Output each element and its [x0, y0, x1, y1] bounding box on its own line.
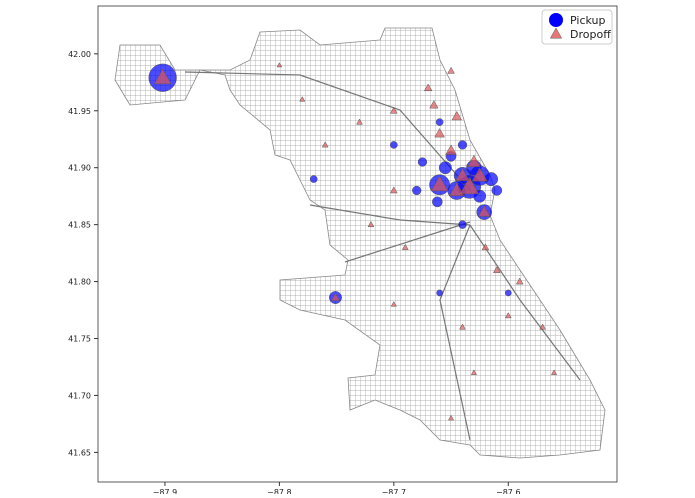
dropoff-marker [401, 243, 409, 250]
dropoff-marker [451, 110, 463, 121]
dropoff-marker [429, 100, 439, 109]
dropoff-marker [477, 205, 491, 217]
x-tick-label: −87.6 [496, 488, 521, 494]
pickup-marker [435, 118, 444, 126]
legend-label: Pickup [570, 14, 605, 27]
dropoff-marker [276, 62, 283, 68]
pickup-marker [457, 140, 468, 150]
dropoff-marker [330, 292, 341, 301]
dropoff-marker [550, 369, 558, 375]
legend-label: Dropoff [570, 28, 611, 41]
y-tick-label: 41.95 [68, 107, 91, 116]
x-tick-label: −87.9 [153, 488, 178, 494]
dropoff-marker [539, 323, 546, 330]
dropoff-marker [423, 83, 433, 92]
y-tick-label: 42.00 [68, 50, 91, 59]
dropoff-marker [515, 277, 524, 285]
dropoff-marker [299, 96, 306, 102]
dropoff-marker [447, 66, 455, 74]
dropoff-marker [455, 168, 470, 181]
dropoff-marker [390, 106, 398, 114]
pickup-marker [412, 185, 422, 196]
legend-marker [549, 27, 563, 39]
pickup-marker [484, 172, 499, 187]
dropoff-marker [449, 182, 465, 197]
pickup-marker [436, 289, 443, 297]
pickup-marker [309, 175, 318, 183]
dropoff-marker [321, 141, 329, 148]
street-network [114, 27, 606, 459]
pickup-marker [390, 141, 398, 149]
dropoff-marker [434, 127, 445, 138]
pickup-marker [417, 157, 428, 167]
dropoff-marker [430, 175, 449, 192]
dropoff-marker [467, 154, 481, 167]
dropoff-marker [445, 144, 457, 155]
pickup-marker [438, 161, 452, 175]
pickup-marker [504, 289, 512, 297]
pickup-marker [432, 196, 443, 208]
pickup-marker [491, 185, 503, 196]
y-tick-label: 41.90 [68, 164, 91, 173]
arterial-roads [184, 71, 581, 441]
dropoff-marker [367, 221, 375, 228]
y-tick-label: 41.85 [68, 221, 91, 230]
pickup-marker [458, 220, 467, 229]
y-tick-label: 41.75 [68, 335, 91, 344]
y-tick-label: 41.80 [68, 278, 91, 287]
dropoff-marker [504, 312, 512, 319]
dropoff-marker [356, 118, 363, 125]
dropoff-marker [481, 243, 490, 251]
dropoff-marker [390, 301, 397, 307]
y-tick-label: 41.65 [68, 448, 91, 457]
dropoff-marker [459, 323, 466, 330]
dropoff-marker [470, 369, 478, 375]
legend-marker [549, 13, 563, 27]
dropoff-marker [493, 266, 501, 273]
dropoff-marker [447, 414, 455, 421]
x-tick-label: −87.8 [267, 488, 292, 494]
y-tick-label: 41.70 [68, 391, 91, 400]
x-tick-label: −87.7 [382, 488, 407, 494]
dropoff-marker [153, 68, 172, 85]
dropoff-marker [390, 186, 398, 194]
dropoff-marker [459, 176, 480, 195]
dropoff-marker [471, 167, 488, 182]
